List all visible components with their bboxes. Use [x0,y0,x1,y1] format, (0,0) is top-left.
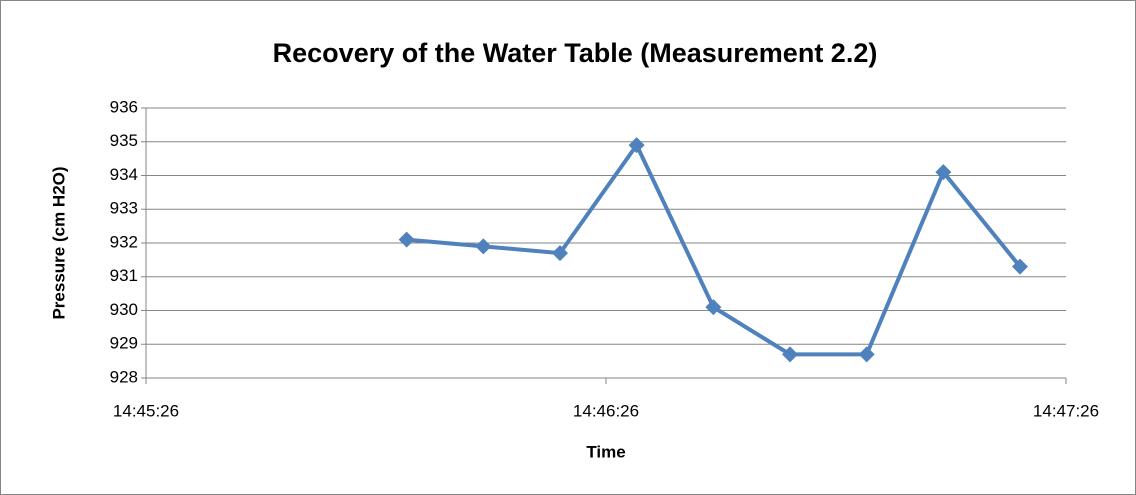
y-tick-label: 935 [110,131,138,150]
y-tick-label: 929 [110,334,138,353]
data-marker [935,164,952,181]
x-tick-label: 14:45:26 [113,401,179,420]
data-marker [398,231,415,248]
y-tick-label: 934 [110,165,138,184]
data-marker [475,238,492,255]
data-marker [1012,258,1028,275]
y-tick-label: 930 [110,300,138,319]
x-axis-title: Time [586,442,625,461]
x-tick-label: 14:46:26 [573,401,639,420]
chart-title: Recovery of the Water Table (Measurement… [273,38,878,68]
y-tick-label: 928 [110,367,138,386]
y-tick-label: 932 [110,232,138,251]
y-tick-label: 931 [110,266,138,285]
data-marker [552,245,568,262]
data-marker [858,346,875,363]
data-marker [705,299,722,316]
y-axis-title: Pressure (cm H2O) [49,166,68,319]
data-marker [782,346,798,363]
y-tick-label: 933 [110,199,138,218]
data-marker [628,137,645,154]
y-tick-label: 936 [110,97,138,116]
x-tick-label: 14:47:26 [1033,401,1099,420]
